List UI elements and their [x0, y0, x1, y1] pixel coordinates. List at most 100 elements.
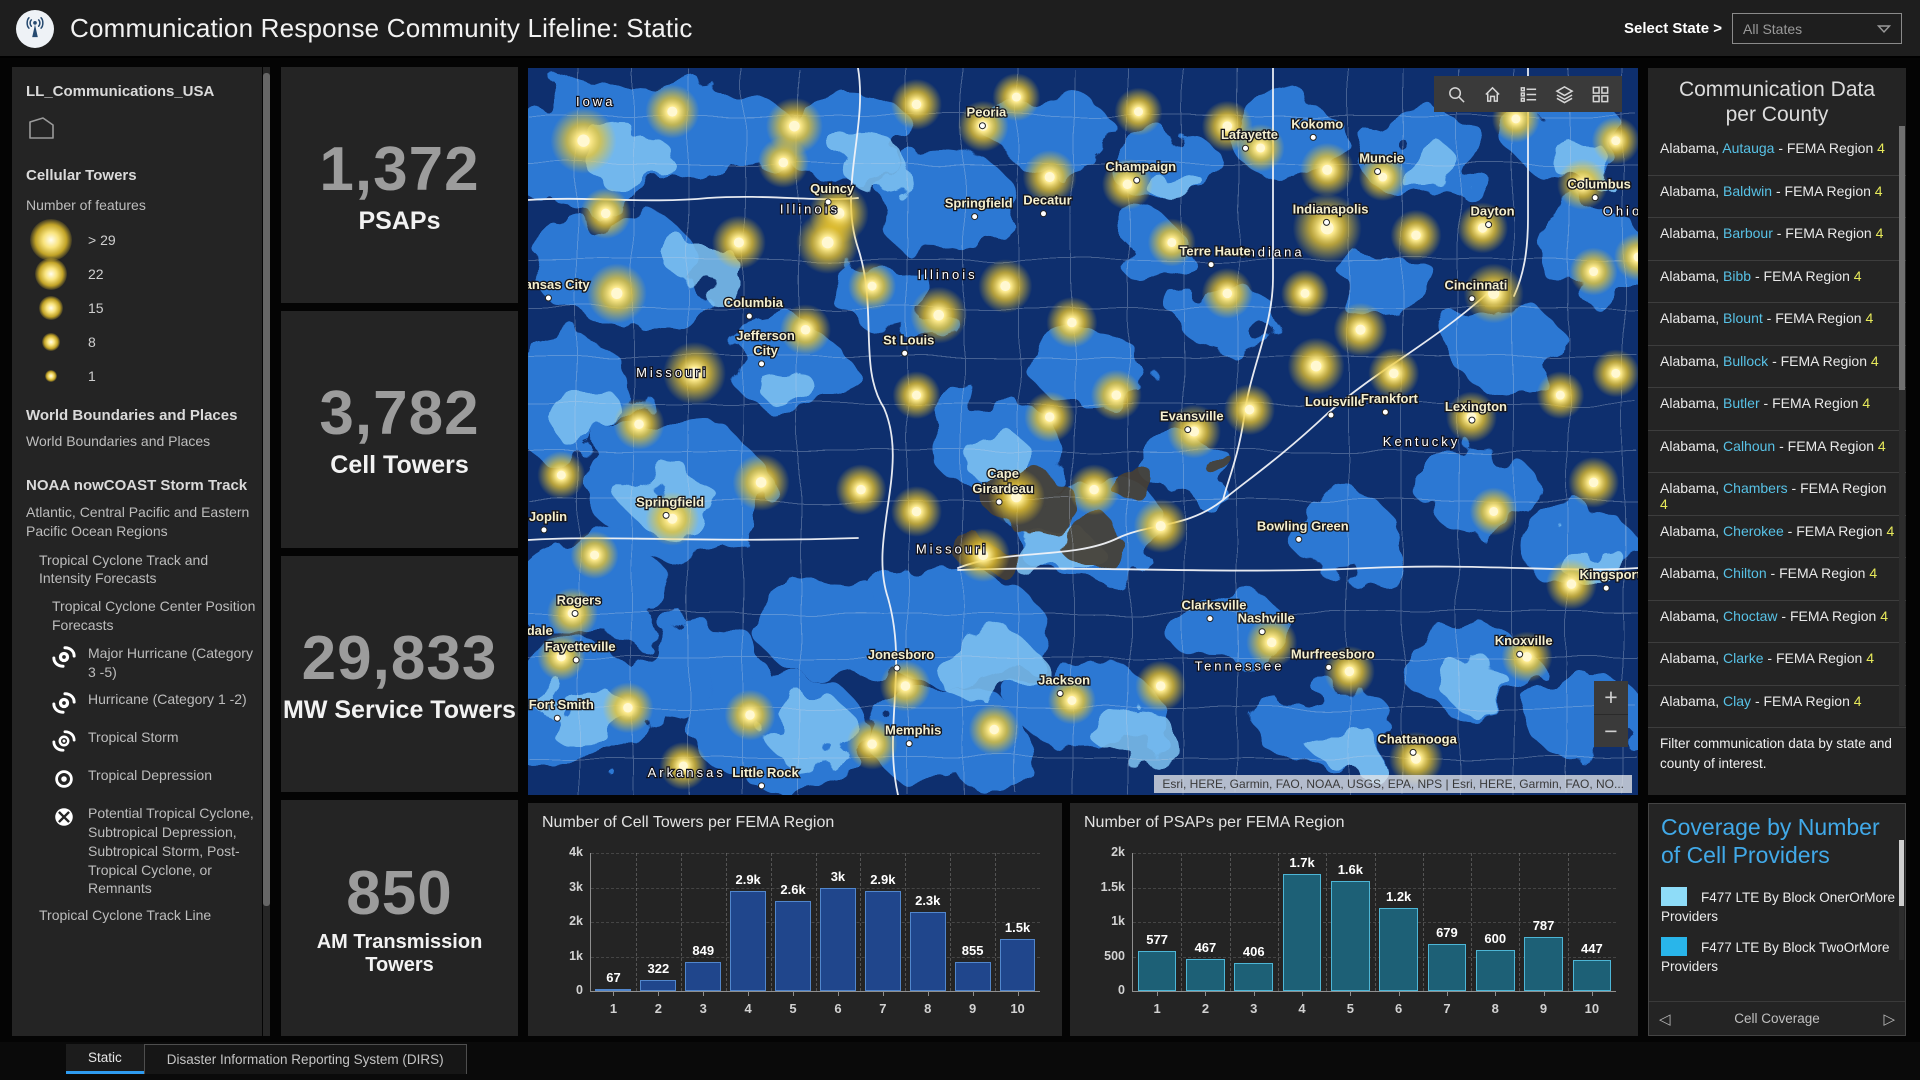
county-row[interactable]: Alabama, Cherokee - FEMA Region 4 [1648, 516, 1906, 559]
bar[interactable] [1524, 936, 1563, 991]
bar[interactable] [775, 901, 811, 991]
cell-tower-core [821, 236, 834, 249]
county-row[interactable]: Alabama, Clay - FEMA Region 4 [1648, 686, 1906, 729]
gridline [1277, 853, 1279, 991]
county-row[interactable]: Alabama, Baldwin - FEMA Region 4 [1648, 176, 1906, 219]
storm-legend-row: Tropical Depression [26, 766, 256, 796]
bar[interactable] [1379, 908, 1418, 991]
cell-tower-core [1256, 143, 1266, 153]
home-icon[interactable] [1476, 78, 1508, 110]
bar[interactable] [1282, 873, 1322, 991]
bar[interactable] [685, 961, 722, 991]
bar[interactable] [1331, 880, 1370, 991]
county-row[interactable]: Alabama, Autauga - FEMA Region 4 [1648, 133, 1906, 176]
cell-tower-core [1244, 404, 1255, 415]
county-row[interactable]: Alabama, Bullock - FEMA Region 4 [1648, 346, 1906, 389]
tower-glow-icon [26, 369, 76, 382]
tower-size-row: 1 [26, 359, 256, 393]
bar-value-label: 1.6k [1337, 861, 1363, 877]
county-row[interactable]: Alabama, Barbour - FEMA Region 4 [1648, 218, 1906, 261]
basemap-icon[interactable] [1584, 78, 1616, 110]
legend-icon[interactable] [1512, 78, 1544, 110]
zoom-in-button[interactable]: + [1604, 684, 1618, 710]
county-state: Alabama, [1660, 607, 1724, 624]
bar[interactable] [1572, 960, 1612, 991]
bar[interactable] [909, 911, 946, 991]
tower-size-legend: > 29 22 15 8 1 [26, 218, 256, 393]
city-marker [1591, 194, 1599, 202]
layers-icon[interactable] [1548, 78, 1580, 110]
gridline [591, 887, 1040, 889]
bar[interactable] [1427, 944, 1467, 991]
county-row[interactable]: Alabama, Chilton - FEMA Region 4 [1648, 558, 1906, 601]
state-select[interactable]: All States [1732, 13, 1902, 44]
county-row[interactable]: Alabama, Chambers - FEMA Region 4 [1648, 473, 1906, 516]
city-marker [901, 349, 909, 357]
sidebar-scrollbar[interactable] [263, 67, 270, 1036]
state-select-value: All States [1743, 20, 1803, 37]
bar[interactable] [640, 979, 677, 991]
city-label: Jackson [1038, 672, 1090, 687]
cell-tower-core [1089, 484, 1099, 495]
county-row[interactable]: Alabama, Bibb - FEMA Region 4 [1648, 261, 1906, 304]
map-canvas[interactable]: Iowa Illinois Illinois Missouri Missouri Indi… [528, 68, 1638, 795]
zoom-out-button[interactable]: − [1594, 714, 1628, 747]
city-marker [1133, 176, 1141, 184]
county-row[interactable]: Alabama, Clarke - FEMA Region 4 [1648, 643, 1906, 686]
city-marker [978, 122, 986, 130]
county-row[interactable]: Alabama, Choctaw - FEMA Region 4 [1648, 601, 1906, 644]
gridline [1471, 853, 1473, 991]
bar[interactable] [954, 961, 991, 991]
cell-tower-core [1044, 412, 1055, 422]
next-arrow-icon[interactable]: ▷ [1883, 1010, 1895, 1028]
search-icon[interactable] [1440, 78, 1472, 110]
county-row[interactable]: Alabama, Butler - FEMA Region 4 [1648, 388, 1906, 431]
bar[interactable] [730, 890, 767, 991]
cell-tower-core [1477, 223, 1488, 233]
bar[interactable] [864, 890, 901, 991]
bar[interactable] [1234, 963, 1274, 991]
prev-arrow-icon[interactable]: ◁ [1659, 1010, 1671, 1028]
county-state: Alabama, [1660, 140, 1723, 157]
county-list-scrollbar-thumb[interactable] [1899, 126, 1905, 390]
county-list-scrollbar[interactable] [1899, 126, 1905, 726]
x-tick [1205, 991, 1207, 996]
bar[interactable] [819, 887, 856, 991]
tab-static[interactable]: Static [66, 1044, 144, 1074]
cell-tower-core [1566, 579, 1577, 589]
bar-value-label: 3k [830, 868, 846, 884]
tower-glow-icon [26, 295, 76, 320]
city-label: Peoria [967, 105, 1008, 120]
cell-tower-core [733, 237, 744, 248]
cell-tower-core [611, 287, 623, 299]
coverage-scrollbar-thumb[interactable] [1899, 840, 1904, 906]
fema-region-number: 4 [1877, 140, 1885, 157]
city-label: City [753, 343, 778, 358]
bar[interactable] [1186, 958, 1225, 991]
cell-tower-dots [537, 73, 1638, 790]
bar[interactable] [1475, 949, 1515, 991]
x-tick [1543, 991, 1545, 996]
y-tick-label: 500 [1104, 948, 1125, 963]
x-tick [972, 991, 974, 996]
bar[interactable] [1137, 951, 1177, 991]
coverage-scrollbar[interactable] [1899, 840, 1904, 960]
x-tick [748, 991, 750, 996]
bar[interactable] [595, 988, 632, 991]
county-row[interactable]: Alabama, Calhoun - FEMA Region 4 [1648, 431, 1906, 474]
map[interactable]: Iowa Illinois Illinois Missouri Missouri Indi… [528, 68, 1638, 795]
city-marker [572, 656, 580, 664]
state-label: Tennessee [1195, 659, 1285, 674]
x-tick [1157, 991, 1159, 996]
bar[interactable] [999, 939, 1036, 991]
sidebar-scrollbar-thumb[interactable] [263, 73, 270, 907]
fema-region-label: - FEMA Region [1777, 607, 1881, 624]
cell-tower-core [1389, 368, 1399, 379]
tab-disaster-information-reporting-system-dirs[interactable]: Disaster Information Reporting System (D… [143, 1044, 467, 1074]
county-state: Alabama, [1660, 480, 1724, 497]
fema-region-number: 4 [1875, 225, 1884, 242]
city-label: Joplin [529, 509, 567, 524]
cell-tower-core [911, 506, 922, 517]
county-row[interactable]: Alabama, Blount - FEMA Region 4 [1648, 303, 1906, 346]
position-group-label: Tropical Cyclone Center Position Forecas… [52, 598, 256, 634]
